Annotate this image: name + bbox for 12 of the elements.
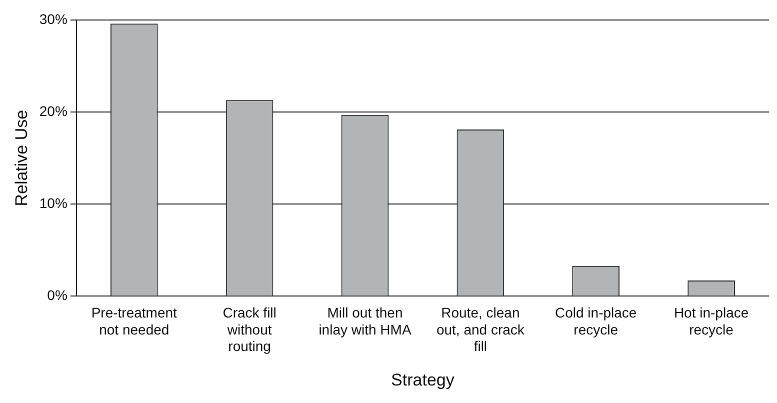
x-tick-label: Pre-treatment not needed: [91, 304, 178, 338]
y-tick-label: 20%: [39, 102, 68, 119]
x-tick-label: Mill out then inlay with HMA: [318, 304, 412, 338]
x-tick-label: Cold in-place recycle: [554, 304, 637, 338]
y-tick-label: 10%: [39, 194, 68, 211]
x-tick-label: Route, clean out, and crack fill: [436, 304, 526, 354]
y-tick-label: 0%: [47, 287, 68, 304]
x-tick-label: Crack fill without routing: [222, 304, 276, 354]
x-tick-label: Hot in-place recycle: [674, 304, 749, 338]
x-axis-title: Strategy: [391, 370, 455, 390]
y-axis-title: Relative Use: [12, 110, 31, 206]
y-tick-label: 30%: [39, 10, 68, 27]
